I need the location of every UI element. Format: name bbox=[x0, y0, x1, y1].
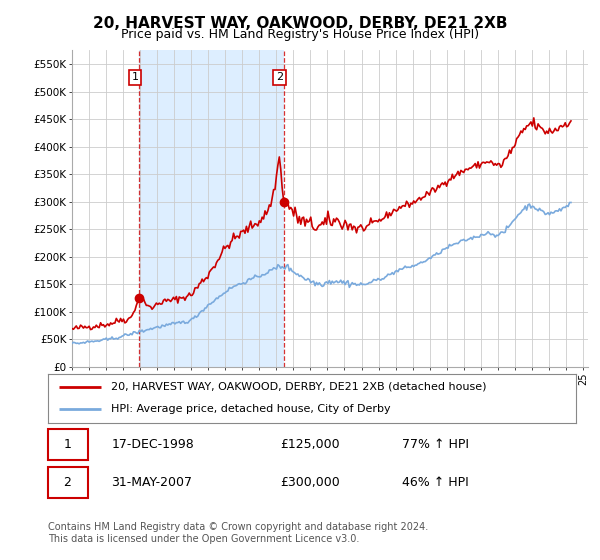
Text: 31-MAY-2007: 31-MAY-2007 bbox=[112, 475, 193, 489]
Text: 1: 1 bbox=[64, 438, 71, 451]
Bar bbox=[48, 429, 88, 460]
Text: £125,000: £125,000 bbox=[280, 438, 340, 451]
Text: 2: 2 bbox=[64, 475, 71, 489]
Bar bbox=[139, 50, 284, 367]
Text: 46% ↑ HPI: 46% ↑ HPI bbox=[402, 475, 469, 489]
Text: 17-DEC-1998: 17-DEC-1998 bbox=[112, 438, 194, 451]
Text: 1: 1 bbox=[131, 72, 139, 82]
Bar bbox=[48, 466, 88, 498]
Text: 2: 2 bbox=[275, 72, 283, 82]
Text: £300,000: £300,000 bbox=[280, 475, 340, 489]
Text: Price paid vs. HM Land Registry's House Price Index (HPI): Price paid vs. HM Land Registry's House … bbox=[121, 28, 479, 41]
Text: 20, HARVEST WAY, OAKWOOD, DERBY, DE21 2XB (detached house): 20, HARVEST WAY, OAKWOOD, DERBY, DE21 2X… bbox=[112, 382, 487, 392]
Text: 77% ↑ HPI: 77% ↑ HPI bbox=[402, 438, 469, 451]
Text: 20, HARVEST WAY, OAKWOOD, DERBY, DE21 2XB: 20, HARVEST WAY, OAKWOOD, DERBY, DE21 2X… bbox=[93, 16, 507, 31]
Text: HPI: Average price, detached house, City of Derby: HPI: Average price, detached house, City… bbox=[112, 404, 391, 414]
Text: Contains HM Land Registry data © Crown copyright and database right 2024.
This d: Contains HM Land Registry data © Crown c… bbox=[48, 522, 428, 544]
